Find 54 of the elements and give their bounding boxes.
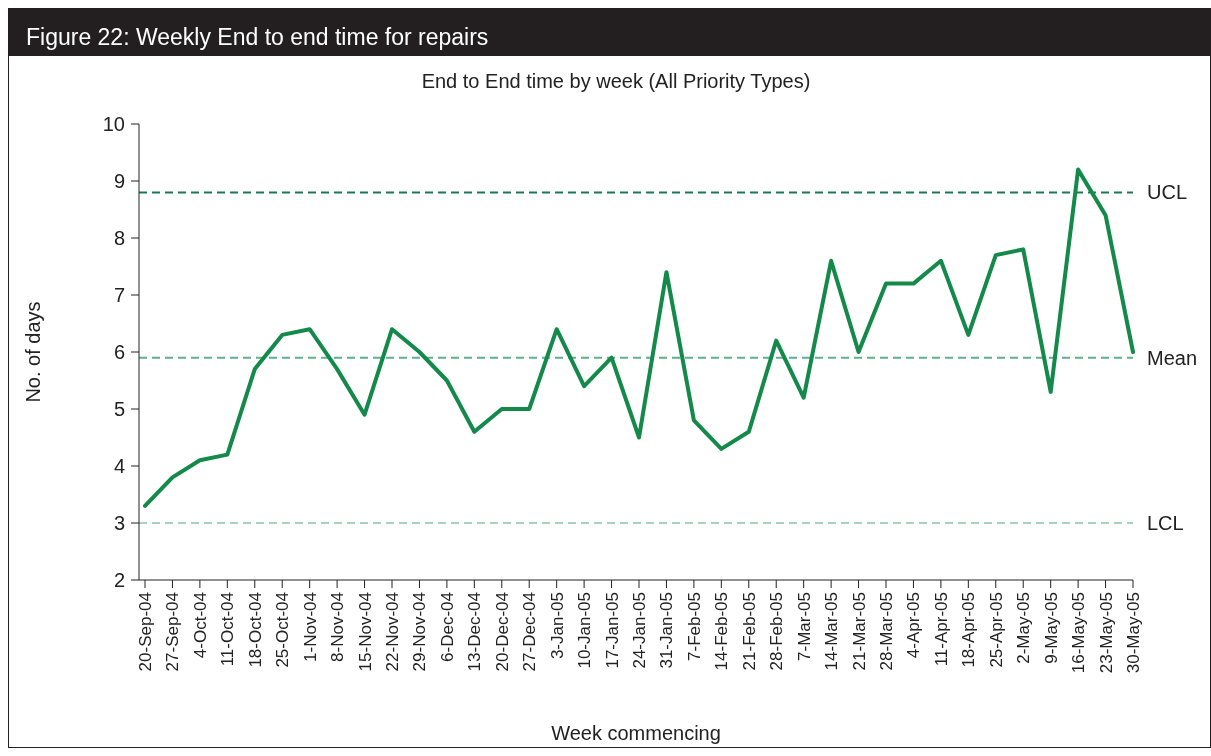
x-tick-label: 31-Jan-05 (657, 592, 677, 669)
y-tick-label: 9 (113, 170, 125, 192)
x-tick-label: 11-Oct-04 (218, 592, 238, 667)
x-tick-label: 22-Nov-04 (383, 592, 402, 672)
x-tick-label: 9-May-05 (1041, 592, 1061, 664)
x-tick-label: 7-Mar-05 (794, 592, 814, 661)
x-tick-label: 25-Apr-05 (986, 592, 1006, 668)
chart-title: Figure 22: Weekly End to end time for repairs (26, 24, 489, 50)
x-tick-label: 14-Mar-05 (822, 592, 842, 671)
y-tick-label: 4 (113, 455, 125, 477)
x-tick-label: 25-Oct-04 (273, 592, 293, 668)
x-tick-label: 28-Mar-05 (877, 592, 896, 671)
x-tick-label: 14-Feb-05 (712, 592, 732, 671)
x-tick-label: 21-Feb-05 (739, 592, 759, 671)
x-axis-title: Week commencing (551, 722, 721, 744)
chart-subtitle: End to End time by week (All Priority Types) (421, 70, 811, 92)
y-tick-label: 5 (113, 398, 125, 420)
ref-line-label: UCL (1147, 181, 1188, 204)
y-tick-label: 3 (113, 512, 125, 534)
ref-line-label: Mean (1147, 346, 1198, 369)
x-tick-label: 10-Jan-05 (575, 592, 595, 669)
x-tick-label: 3-Jan-05 (547, 592, 567, 660)
x-tick-label: 18-Apr-05 (959, 592, 979, 668)
x-tick-label: 4-Oct-04 (190, 592, 210, 659)
y-tick-label: 10 (102, 113, 125, 135)
ref-line-label: LCL (1147, 512, 1184, 534)
x-tick-label: 16-May-05 (1069, 592, 1089, 674)
x-tick-label: 1-Nov-04 (300, 592, 320, 662)
x-tick-label: 28-Feb-05 (767, 592, 787, 671)
y-axis-title: No. of days (22, 301, 44, 403)
x-tick-label: 11-Apr-05 (931, 592, 951, 667)
x-tick-label: 27-Dec-04 (520, 592, 540, 672)
x-tick-label: 13-Dec-04 (465, 592, 485, 672)
y-tick-label: 8 (113, 227, 125, 249)
x-tick-label: 15-Nov-04 (355, 592, 375, 672)
y-tick-label: 6 (113, 341, 125, 363)
x-tick-label: 7-Feb-05 (684, 592, 704, 661)
x-tick-label: 8-Nov-04 (328, 592, 348, 662)
x-tick-label: 18-Oct-04 (245, 592, 265, 668)
x-tick-label: 2-May-05 (1014, 592, 1034, 664)
x-tick-label: 17-Jan-05 (602, 592, 622, 669)
y-tick-label: 7 (113, 284, 125, 306)
x-tick-label: 20-Dec-04 (492, 592, 512, 672)
x-tick-label: 23-May-05 (1096, 592, 1116, 674)
y-tick-label: 2 (113, 569, 125, 591)
x-tick-label: 4-Apr-05 (904, 592, 924, 659)
line-series (143, 167, 1135, 508)
x-tick-label: 24-Jan-05 (630, 592, 649, 669)
x-tick-label: 29-Nov-04 (410, 592, 430, 672)
x-tick-label: 30-May-05 (1124, 592, 1143, 674)
x-tick-label: 6-Dec-04 (437, 592, 457, 662)
x-tick-label: 21-Mar-05 (849, 592, 869, 671)
x-tick-label: 20-Sep-04 (136, 592, 155, 672)
x-tick-label: 27-Sep-04 (163, 592, 183, 672)
